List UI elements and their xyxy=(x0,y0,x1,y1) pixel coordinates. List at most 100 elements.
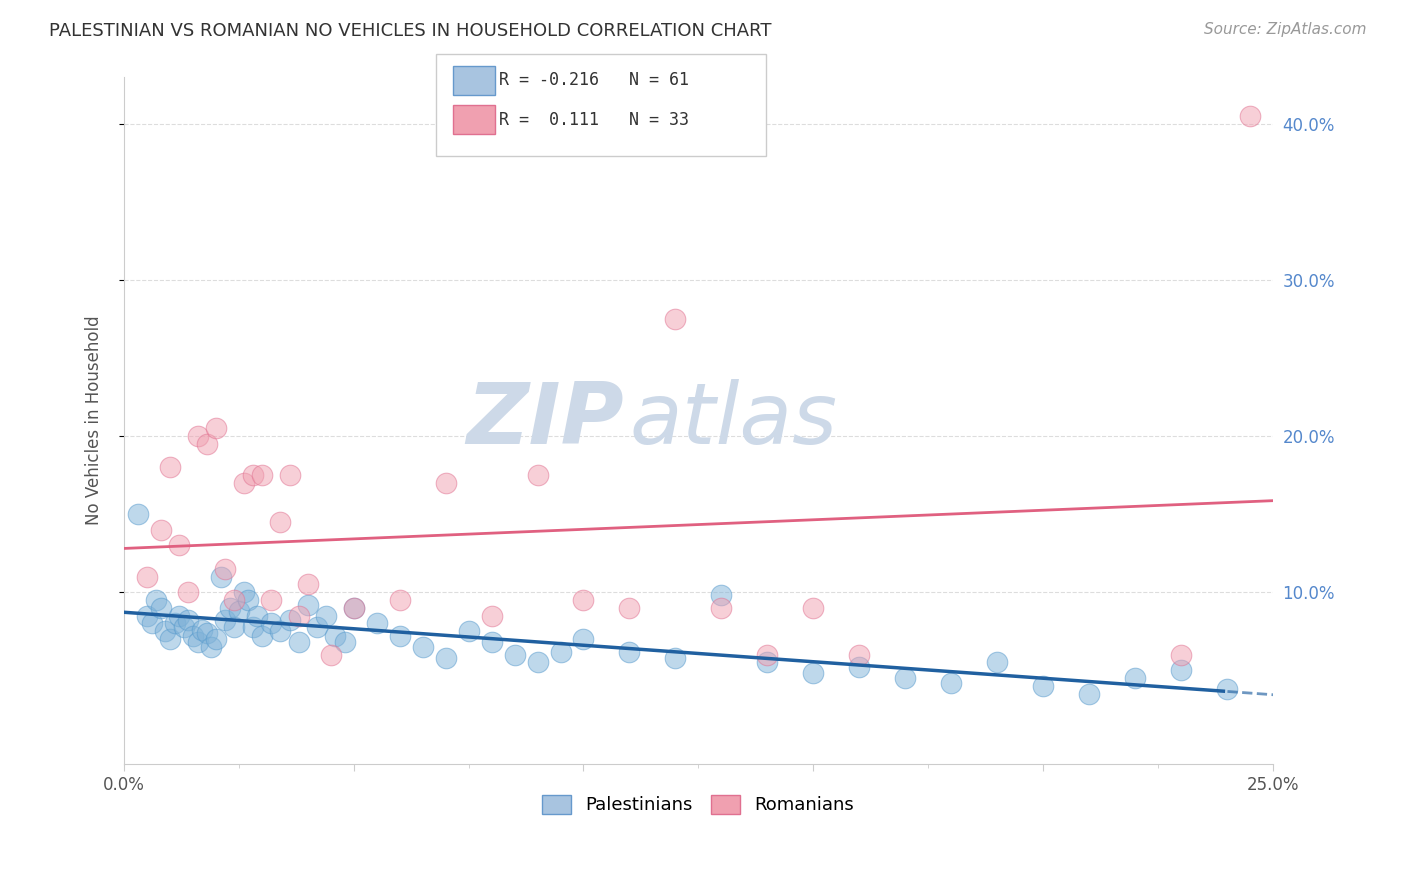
Point xyxy=(195,437,218,451)
Point xyxy=(412,640,434,654)
Point xyxy=(218,600,240,615)
Point xyxy=(343,600,366,615)
Point xyxy=(242,619,264,633)
Point xyxy=(177,613,200,627)
Point xyxy=(801,600,824,615)
Point xyxy=(167,538,190,552)
Point xyxy=(159,460,181,475)
Point xyxy=(177,585,200,599)
Point xyxy=(209,569,232,583)
Point xyxy=(333,635,356,649)
Text: ZIP: ZIP xyxy=(465,379,624,462)
Point xyxy=(145,593,167,607)
Point xyxy=(325,629,347,643)
Text: PALESTINIAN VS ROMANIAN NO VEHICLES IN HOUSEHOLD CORRELATION CHART: PALESTINIAN VS ROMANIAN NO VEHICLES IN H… xyxy=(49,22,772,40)
Point xyxy=(756,648,779,662)
Point xyxy=(246,608,269,623)
Point xyxy=(242,468,264,483)
Point xyxy=(343,600,366,615)
Point xyxy=(224,593,246,607)
Point xyxy=(1123,671,1146,685)
Point xyxy=(848,660,870,674)
Text: R =  0.111   N = 33: R = 0.111 N = 33 xyxy=(499,111,689,128)
Point xyxy=(149,600,172,615)
Point xyxy=(269,624,291,639)
Point xyxy=(297,598,319,612)
Point xyxy=(297,577,319,591)
Point xyxy=(155,624,177,639)
Point xyxy=(481,635,503,649)
Text: atlas: atlas xyxy=(630,379,838,462)
Point xyxy=(1077,687,1099,701)
Point xyxy=(250,468,273,483)
Point xyxy=(315,608,337,623)
Point xyxy=(260,616,283,631)
Text: Source: ZipAtlas.com: Source: ZipAtlas.com xyxy=(1204,22,1367,37)
Point xyxy=(260,593,283,607)
Point xyxy=(457,624,479,639)
Y-axis label: No Vehicles in Household: No Vehicles in Household xyxy=(86,316,103,525)
Point xyxy=(710,588,733,602)
Point xyxy=(149,523,172,537)
Point xyxy=(1215,681,1237,696)
Point xyxy=(200,640,222,654)
Legend: Palestinians, Romanians: Palestinians, Romanians xyxy=(533,786,863,823)
Point xyxy=(163,616,186,631)
Point xyxy=(195,625,218,640)
Point xyxy=(127,507,149,521)
Point xyxy=(205,632,228,646)
Point xyxy=(287,635,309,649)
Point xyxy=(710,600,733,615)
Point xyxy=(224,619,246,633)
Point xyxy=(307,619,329,633)
Point xyxy=(388,593,411,607)
Point xyxy=(619,644,641,658)
Point xyxy=(848,648,870,662)
Point xyxy=(756,656,779,670)
Point xyxy=(894,671,917,685)
Point xyxy=(572,632,595,646)
Point xyxy=(986,656,1008,670)
Point xyxy=(159,632,181,646)
Point xyxy=(319,648,342,662)
Point xyxy=(232,476,254,491)
Point xyxy=(136,608,159,623)
Point xyxy=(388,629,411,643)
Point xyxy=(503,648,526,662)
Point xyxy=(228,604,250,618)
Point xyxy=(939,675,962,690)
Point xyxy=(232,585,254,599)
Point xyxy=(214,562,236,576)
Point xyxy=(250,629,273,643)
Point xyxy=(550,644,572,658)
Point xyxy=(278,468,301,483)
Point xyxy=(481,608,503,623)
Point xyxy=(664,312,686,326)
Point xyxy=(191,623,214,637)
Point xyxy=(269,515,291,529)
Point xyxy=(434,650,457,665)
Point xyxy=(366,616,388,631)
Point xyxy=(187,429,209,443)
Point xyxy=(434,476,457,491)
Point xyxy=(187,635,209,649)
Point xyxy=(205,421,228,435)
Point xyxy=(214,613,236,627)
Point xyxy=(526,656,548,670)
Point xyxy=(1032,679,1054,693)
Point xyxy=(664,650,686,665)
Point xyxy=(136,569,159,583)
Point xyxy=(173,619,195,633)
Point xyxy=(141,616,163,631)
Point xyxy=(181,629,204,643)
Text: R = -0.216   N = 61: R = -0.216 N = 61 xyxy=(499,71,689,89)
Point xyxy=(1170,663,1192,677)
Point xyxy=(287,608,309,623)
Point xyxy=(167,608,190,623)
Point xyxy=(1239,110,1261,124)
Point xyxy=(1170,648,1192,662)
Point xyxy=(238,593,260,607)
Point xyxy=(278,613,301,627)
Point xyxy=(526,468,548,483)
Point xyxy=(572,593,595,607)
